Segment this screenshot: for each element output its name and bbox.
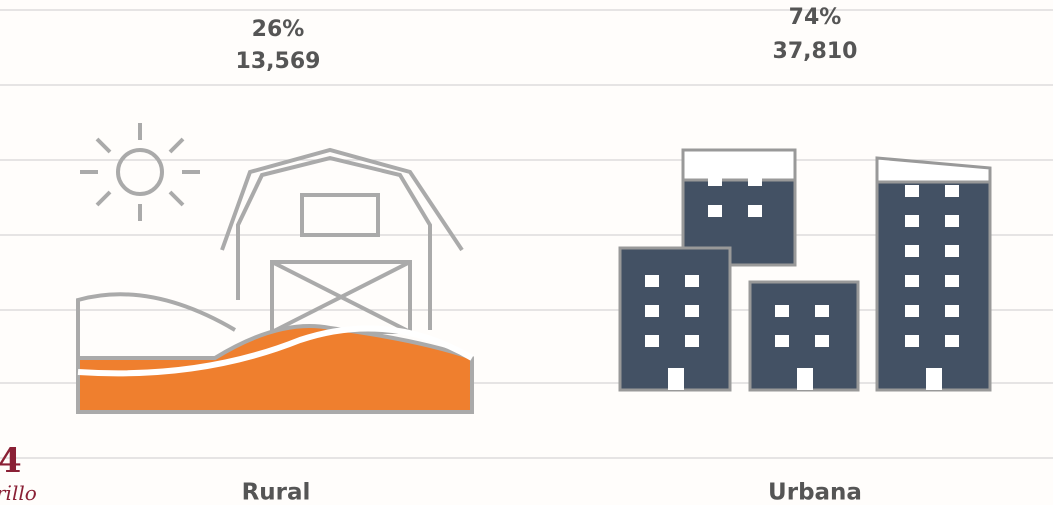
- urban-count: 37,810: [773, 39, 858, 64]
- rural-percent: 26%: [252, 17, 305, 42]
- logo-number: 4: [0, 441, 22, 481]
- rural-count: 13,569: [236, 49, 321, 74]
- urban-icon: [618, 148, 992, 392]
- urban-label: Urbana: [768, 480, 862, 505]
- rural-label: Rural: [242, 480, 311, 505]
- logo-text: rillo: [0, 481, 37, 505]
- rural-icon: [76, 123, 474, 414]
- urban-percent: 74%: [789, 5, 842, 30]
